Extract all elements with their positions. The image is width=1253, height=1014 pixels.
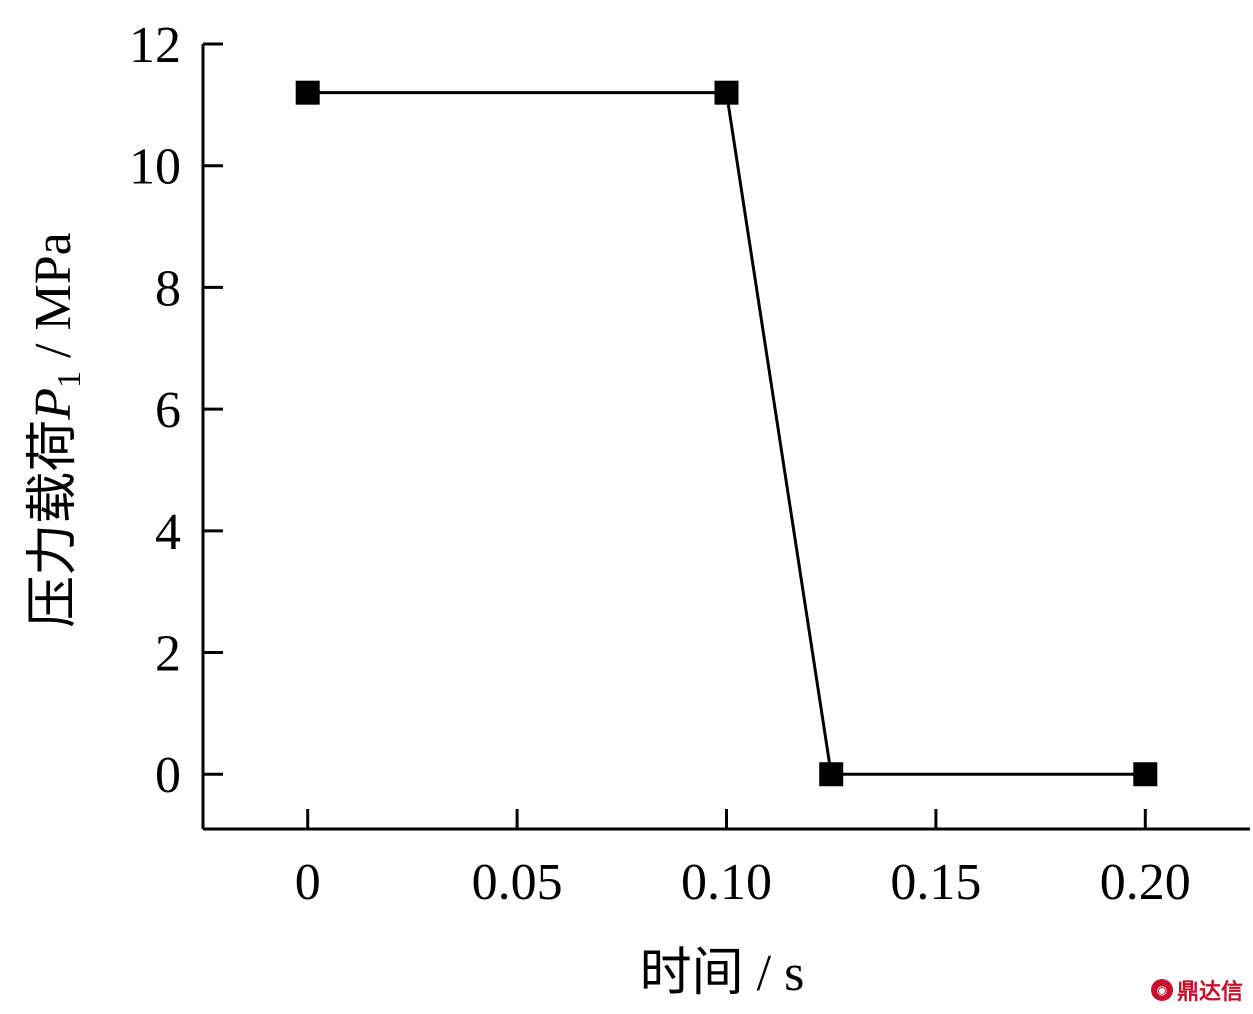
series-line <box>307 91 1146 776</box>
x-tick-label: 0.10 <box>681 854 772 911</box>
x-tick-label: 0 <box>295 854 321 911</box>
y-tick-label: 6 <box>155 382 181 439</box>
data-point-marker <box>295 80 320 105</box>
y-axis-title-prefix: 压力载荷 <box>25 420 82 628</box>
y-tick-label: 4 <box>155 504 181 561</box>
y-tick-label: 0 <box>155 747 181 804</box>
y-axis-title: 压力载荷P1 / MPa <box>25 232 88 627</box>
y-tick-label: 8 <box>155 260 181 317</box>
axes <box>201 44 1250 831</box>
y-tick-label: 2 <box>155 626 181 683</box>
data-point-marker <box>714 80 739 105</box>
y-tick-label: 10 <box>129 139 181 196</box>
y-axis-title-unit: / MPa <box>25 232 82 371</box>
series-layer <box>295 80 1158 787</box>
x-tick-label: 0.05 <box>472 854 563 911</box>
watermark-logo-icon: ◉ <box>1150 979 1173 1001</box>
y-tick-label: 12 <box>129 17 181 74</box>
watermark-text: 鼎达信 <box>1176 980 1243 1005</box>
x-axis-title: 时间 / s <box>640 945 805 1002</box>
x-tick-label: 0.20 <box>1100 854 1191 911</box>
data-point-marker <box>819 762 844 787</box>
y-axis-title-var: P <box>25 388 82 421</box>
ticks: 0 2 4 6 8 10 12 0 0.05 0.10 0.15 0.20 <box>129 17 1191 911</box>
x-tick-label: 0.15 <box>890 854 981 911</box>
y-axis-title-sub: 1 <box>51 371 88 388</box>
watermark: ◉ 鼎达信 <box>1150 974 1243 1006</box>
data-point-marker <box>1133 762 1158 787</box>
